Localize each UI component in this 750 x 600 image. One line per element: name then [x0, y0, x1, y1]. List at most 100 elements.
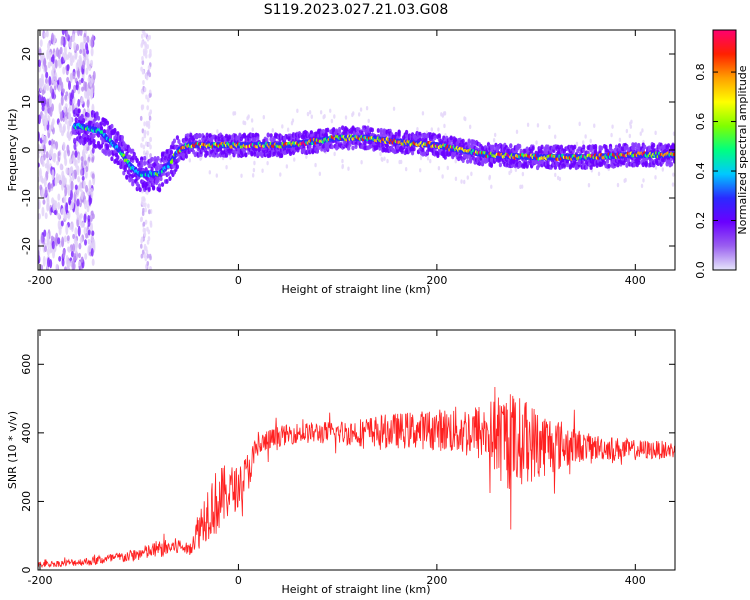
noise-blob	[47, 238, 51, 249]
figure-title: S119.2023.027.21.03.G08	[264, 2, 449, 18]
noise-blob	[62, 125, 66, 134]
ridge-halo	[354, 144, 358, 150]
faint-speckle	[578, 121, 581, 127]
noise-blob	[91, 258, 95, 266]
noise-blob	[145, 94, 148, 100]
ridge-halo	[131, 155, 135, 161]
faint-speckle	[623, 178, 626, 183]
ridge-halo	[498, 162, 502, 168]
faint-speckle	[630, 119, 633, 124]
noise-blob	[148, 209, 151, 215]
snr-frame	[37, 329, 676, 571]
snr-x-tick-label: 0	[235, 574, 242, 587]
noise-blob	[47, 61, 51, 69]
noise-blob	[58, 256, 62, 262]
noise-blob	[67, 120, 71, 132]
ridge-halo	[120, 145, 124, 150]
ridge-halo	[96, 115, 101, 121]
noise-blob	[84, 239, 88, 246]
ridge-halo	[644, 160, 648, 166]
noise-blob	[44, 212, 48, 220]
faint-speckle	[430, 127, 434, 132]
noise-blob	[69, 166, 73, 174]
faint-speckle	[246, 116, 249, 121]
noise-blob	[67, 111, 71, 121]
faint-speckle	[381, 157, 384, 163]
noise-blob	[144, 42, 147, 48]
noise-blob	[63, 106, 67, 113]
noise-blob	[145, 141, 148, 147]
noise-blob	[144, 219, 148, 225]
faint-speckle	[285, 164, 289, 169]
noise-blob	[77, 30, 81, 37]
ridge-halo	[186, 133, 190, 139]
ridge-halo	[268, 152, 272, 158]
ridge-halo	[253, 151, 257, 157]
ridge-halo	[143, 161, 147, 166]
noise-blob	[53, 153, 57, 159]
noise-blob	[44, 245, 48, 253]
faint-speckle	[357, 112, 361, 117]
noise-blob	[87, 218, 91, 228]
colorbar-ticks: 0.0 0.2 0.4 0.6 0.8	[694, 63, 736, 279]
noise-blob	[142, 144, 146, 150]
noise-blob	[83, 144, 87, 151]
noise-blob	[80, 189, 84, 200]
noise-blob	[80, 156, 84, 162]
ridge-halo	[217, 136, 221, 142]
ridge-halo	[279, 153, 284, 159]
noise-blob	[38, 48, 42, 57]
noise-blob	[40, 264, 44, 270]
noise-blob	[43, 57, 47, 68]
colorbar-tick-label: 0.2	[694, 212, 707, 230]
faint-speckle	[271, 128, 274, 133]
noise-blob	[51, 240, 55, 250]
ridge-halo	[132, 151, 136, 157]
ridge-halo	[175, 135, 180, 141]
ridge-halo	[244, 152, 248, 158]
noise-blob	[57, 84, 61, 93]
noise-blob	[46, 247, 50, 257]
ridge-halo	[585, 164, 589, 170]
ridge-halo	[82, 118, 86, 123]
noise-blob	[51, 32, 55, 44]
noise-blob	[57, 237, 61, 245]
faint-speckle	[597, 171, 601, 177]
ridge-halo	[116, 155, 120, 160]
faint-speckle	[548, 124, 551, 130]
noise-blob	[142, 51, 146, 57]
noise-blob	[58, 179, 62, 185]
ridge-halo	[613, 147, 617, 153]
faint-speckle	[640, 183, 644, 189]
ridge-halo	[614, 144, 619, 150]
noise-blob	[49, 85, 53, 94]
ridge-halo	[452, 151, 456, 157]
noise-blob	[144, 256, 148, 262]
faint-speckle	[492, 137, 496, 143]
ridge-halo	[272, 137, 276, 143]
noise-blob	[63, 266, 67, 270]
noise-blob	[65, 202, 69, 214]
faint-speckle	[454, 159, 457, 164]
faint-speckle	[344, 115, 348, 120]
noise-blob	[83, 213, 87, 224]
ridge-halo	[215, 153, 220, 158]
faint-speckle	[251, 127, 254, 132]
noise-blob	[139, 115, 143, 121]
noise-blob	[90, 59, 94, 67]
noise-blob	[57, 220, 61, 230]
snr-y-tick-label: 600	[20, 354, 33, 375]
ridge-halo	[582, 144, 586, 150]
faint-speckle	[242, 120, 245, 125]
noise-blob	[40, 156, 44, 166]
noise-blob	[149, 52, 152, 58]
snr-x-axis-label: Height of straight line (km)	[281, 583, 430, 596]
ridge-halo	[253, 136, 257, 142]
ridge-halo	[110, 156, 114, 162]
noise-blob	[141, 249, 145, 255]
noise-blob	[42, 255, 46, 267]
faint-speckle	[587, 182, 591, 188]
ridge-halo	[160, 182, 165, 187]
noise-blob	[92, 70, 96, 81]
noise-blob	[54, 71, 58, 82]
